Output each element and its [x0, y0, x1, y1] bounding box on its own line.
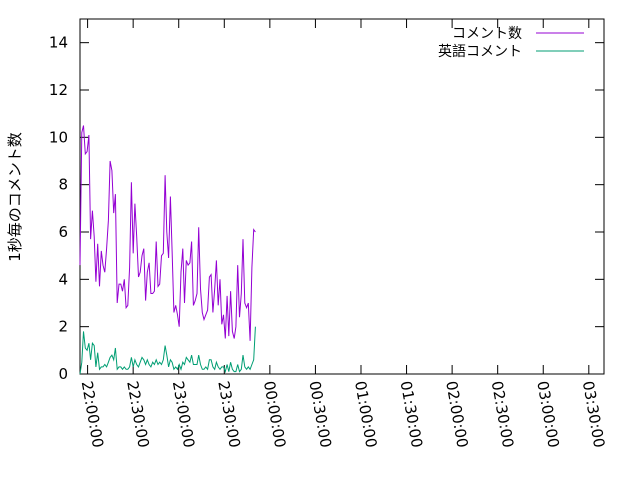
plot-frame — [79, 18, 605, 375]
legend-label-series-1: コメント数 — [452, 26, 522, 42]
x-tick-label: 00:30:00 — [305, 380, 334, 449]
series-layer — [79, 125, 256, 375]
x-tick-label: 22:00:00 — [78, 380, 107, 449]
y-tick-label: 2 — [58, 318, 68, 336]
series-line-2 — [79, 326, 256, 375]
x-tick-label: 03:00:00 — [533, 380, 562, 449]
y-tick-label: 14 — [49, 34, 68, 52]
x-tick-label: 22:30:00 — [123, 380, 152, 449]
y-axis-ticks: 0 2 4 6 8 10 12 14 — [49, 34, 604, 383]
x-tick-label: 03:30:00 — [579, 380, 608, 449]
x-tick-label: 02:30:00 — [488, 380, 517, 449]
x-tick-label: 23:00:00 — [169, 380, 198, 449]
y-tick-label: 8 — [58, 176, 68, 194]
y-tick-label: 12 — [49, 81, 68, 99]
x-tick-label: 00:00:00 — [260, 380, 289, 449]
legend-label-series-2: 英語コメント — [438, 43, 522, 60]
x-tick-label: 01:00:00 — [351, 380, 380, 449]
y-tick-label: 4 — [58, 270, 68, 288]
x-tick-label: 01:30:00 — [397, 380, 426, 449]
y-tick-label: 10 — [49, 128, 68, 146]
x-tick-label: 02:00:00 — [442, 380, 471, 449]
x-axis-ticks: 22:00:00 22:30:00 23:00:00 23:30:00 00:00:00… — [78, 19, 608, 449]
y-tick-label: 6 — [58, 223, 68, 241]
series-line-1 — [79, 125, 256, 341]
legend: コメント数 英語コメント — [438, 26, 584, 60]
y-axis-title: 1秒毎のコメント数 — [6, 132, 24, 262]
y-tick-label: 0 — [58, 365, 68, 383]
x-tick-label: 23:30:00 — [214, 380, 243, 449]
